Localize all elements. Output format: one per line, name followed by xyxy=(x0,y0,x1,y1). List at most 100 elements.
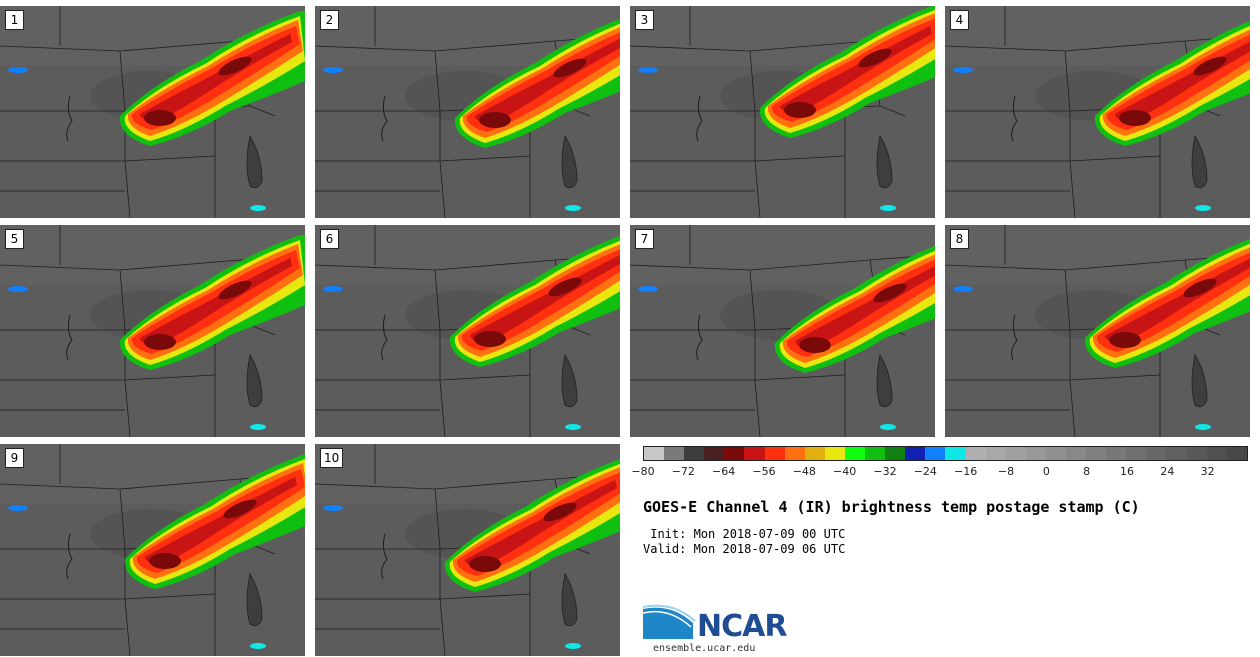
colorbar-swatch xyxy=(1025,447,1046,460)
state-border xyxy=(315,155,531,162)
colorbar-swatch xyxy=(664,447,685,460)
member-panel-2: 2 xyxy=(315,6,620,218)
colorbar-tick-label: −40 xyxy=(833,465,857,478)
temperature-colorbar xyxy=(643,446,1248,461)
colorbar-tick-label: −64 xyxy=(712,465,736,478)
colorbar-tick-label: −48 xyxy=(792,465,816,478)
member-panel-3: 3 xyxy=(630,6,935,218)
colorbar-tick-label: −24 xyxy=(913,465,937,478)
colorbar-swatch xyxy=(1106,447,1127,460)
state-border xyxy=(945,374,1161,381)
river xyxy=(696,95,703,142)
colorbar-swatch xyxy=(925,447,946,460)
colorbar-tick-label: 16 xyxy=(1120,465,1134,478)
panel-label: 5 xyxy=(5,229,24,249)
colorbar-swatch xyxy=(905,447,926,460)
colorbar-swatch xyxy=(684,447,705,460)
colorbar-swatch xyxy=(764,447,785,460)
state-border xyxy=(434,269,446,437)
lake xyxy=(561,353,578,408)
colorbar-tick-label: −32 xyxy=(873,465,897,478)
colorbar-ticks: −80 −72 −64 −56 −48 −40 −32 −24 −16 −8 0 8 16 24 32 xyxy=(631,465,1248,481)
colorbar-tick-label: −72 xyxy=(671,465,695,478)
state-border xyxy=(434,488,446,656)
colorbar-swatch xyxy=(1065,447,1087,460)
member-panel-10: 10 xyxy=(315,444,620,656)
panel-label: 6 xyxy=(320,229,339,249)
river xyxy=(381,314,388,361)
ir-map xyxy=(945,6,1250,218)
member-panel-4: 4 xyxy=(945,6,1250,218)
colorbar-swatch xyxy=(985,447,1006,460)
member-panel-5: 5 xyxy=(0,225,305,437)
state-border xyxy=(630,155,846,162)
colorbar-tick-label: −8 xyxy=(997,465,1015,478)
state-border xyxy=(119,488,131,656)
colorbar-swatch xyxy=(704,447,725,460)
colorbar-swatch xyxy=(724,447,745,460)
ncar-logo-icon xyxy=(643,604,696,639)
storm-complex xyxy=(1084,238,1250,368)
lake xyxy=(1191,134,1208,189)
state-border xyxy=(1064,50,1076,218)
colorbar-swatch xyxy=(1086,447,1107,460)
storm-complex xyxy=(774,245,935,373)
lake xyxy=(246,134,263,189)
ir-map xyxy=(315,444,620,656)
colorbar-tick-label: 0 xyxy=(1042,465,1050,478)
river xyxy=(66,533,73,580)
ir-map xyxy=(0,444,305,656)
ir-map xyxy=(315,225,620,437)
panel-label: 3 xyxy=(635,10,654,30)
state-border xyxy=(119,50,131,218)
colorbar-swatch xyxy=(965,447,986,460)
colorbar-tick-label: −80 xyxy=(631,465,655,478)
colorbar-swatch xyxy=(844,447,866,460)
storm-complex xyxy=(454,18,620,148)
colorbar-swatch xyxy=(945,447,966,460)
lake xyxy=(246,572,263,627)
storm-complex xyxy=(124,454,305,589)
ir-map xyxy=(630,225,935,437)
ncar-logo-text: NCAR xyxy=(697,609,787,644)
member-panel-9: 9 xyxy=(0,444,305,656)
colorbar-swatch xyxy=(644,447,665,460)
colorbar-swatch xyxy=(1166,447,1187,460)
panel-label: 10 xyxy=(320,448,344,468)
state-border xyxy=(749,50,761,218)
source-url: ensemble.ucar.edu xyxy=(653,643,756,654)
figure-title: GOES-E Channel 4 (IR) brightness temp po… xyxy=(643,498,1140,516)
colorbar-swatch xyxy=(1186,447,1207,460)
river xyxy=(66,95,73,142)
colorbar-swatch xyxy=(885,447,906,460)
lake xyxy=(561,572,578,627)
ir-map xyxy=(630,6,935,218)
storm-complex xyxy=(449,235,620,367)
colorbar-tick-label: −16 xyxy=(954,465,978,478)
lake xyxy=(561,134,578,189)
storm-complex xyxy=(759,6,935,138)
storm-complex xyxy=(444,458,620,592)
state-border xyxy=(630,374,846,381)
member-panel-1: 1 xyxy=(0,6,305,218)
state-border xyxy=(945,155,1161,162)
colorbar-tick-label: −56 xyxy=(752,465,776,478)
panel-label: 8 xyxy=(950,229,969,249)
colorbar-tick-label: 24 xyxy=(1160,465,1175,478)
lake xyxy=(876,134,893,189)
colorbar-swatch xyxy=(784,447,805,460)
colorbar-swatch xyxy=(804,447,825,460)
state-border xyxy=(749,269,761,437)
panel-label: 2 xyxy=(320,10,339,30)
state-border xyxy=(434,50,446,218)
storm-complex xyxy=(119,11,305,146)
panel-label: 1 xyxy=(5,10,24,30)
colorbar-swatch xyxy=(824,447,845,460)
storm-complex xyxy=(1094,20,1250,146)
state-border xyxy=(315,374,531,381)
member-panel-6: 6 xyxy=(315,225,620,437)
colorbar-tick-label: 8 xyxy=(1083,465,1091,478)
river xyxy=(381,95,388,142)
river xyxy=(1011,95,1018,142)
state-border xyxy=(0,374,216,381)
